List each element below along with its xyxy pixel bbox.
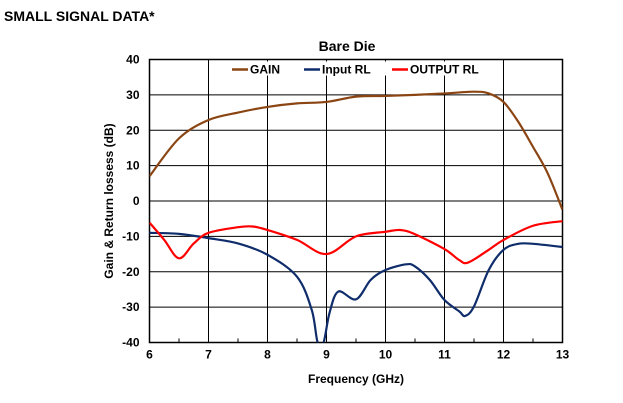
legend-label: OUTPUT RL — [410, 63, 479, 77]
legend-label: Input RL — [322, 63, 371, 77]
grid — [148, 58, 564, 344]
series-line-output-rl — [149, 220, 563, 265]
y-tick-label: 10 — [126, 159, 140, 173]
plot-border — [148, 58, 564, 344]
y-tick-label: 40 — [126, 53, 140, 67]
legend-bg — [230, 61, 288, 76]
legend: GAIN Input RL OUTPUT RL — [230, 61, 500, 77]
y-tick-label: 30 — [126, 88, 140, 102]
tick-labels: 6 7 8 9 10 11 12 13 40 30 20 10 0 -10 -20 -30 -40 — [122, 53, 569, 362]
x-tick-label: 11 — [438, 348, 451, 362]
y-axis-label: Gain & Return lossess (dB) — [102, 123, 116, 278]
legend-label: GAIN — [250, 63, 280, 77]
x-tick-label: 12 — [497, 348, 511, 362]
y-tick-label: 0 — [133, 194, 140, 208]
series-lines — [149, 90, 563, 343]
series-line-gain — [149, 90, 563, 211]
x-tick-label: 6 — [146, 348, 153, 362]
y-tick-label: -10 — [122, 229, 140, 243]
page-heading: SMALL SIGNAL DATA* — [4, 8, 155, 24]
y-tick-label: -20 — [122, 265, 140, 279]
chart-title: Bare Die — [319, 38, 376, 54]
x-tick-label: 7 — [205, 348, 212, 362]
y-tick-label: -30 — [122, 300, 140, 314]
y-tick-label: 20 — [126, 123, 140, 137]
x-tick-label: 13 — [556, 348, 570, 362]
x-tick-label: 9 — [323, 348, 330, 362]
legend-bg — [302, 61, 390, 76]
series-line-input-rl — [149, 231, 563, 343]
legend-bg — [390, 61, 500, 76]
x-tick-label: 8 — [264, 348, 271, 362]
y-tick-label: -40 — [122, 336, 140, 350]
x-axis-label: Frequency (GHz) — [308, 372, 404, 386]
x-tick-label: 10 — [379, 348, 393, 362]
